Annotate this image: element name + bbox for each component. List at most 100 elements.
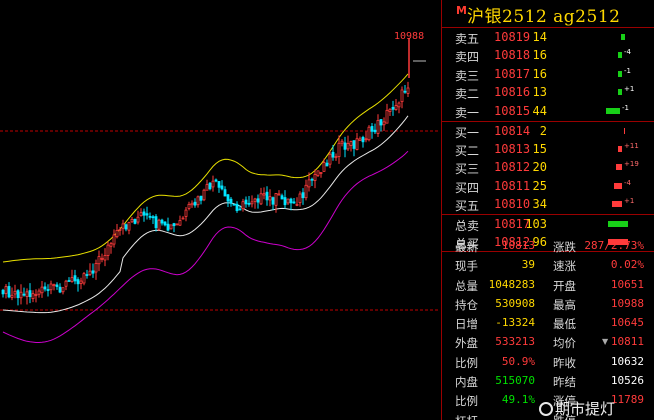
volume-bar bbox=[618, 145, 622, 152]
candle-body bbox=[193, 201, 197, 206]
candlestick-chart[interactable]: 10988 bbox=[0, 0, 440, 420]
stat-label: 比例 bbox=[455, 355, 478, 370]
candle-body bbox=[13, 290, 17, 295]
candle-body bbox=[370, 126, 374, 132]
chart-canvas[interactable] bbox=[0, 0, 440, 420]
candle-body bbox=[37, 290, 41, 295]
candle-body bbox=[7, 286, 11, 298]
candle-body bbox=[205, 184, 209, 191]
candle-body bbox=[1, 289, 5, 295]
stats-row: 杠杆 跌停 bbox=[442, 411, 654, 420]
bid-label: 买一 bbox=[455, 125, 480, 140]
candle-body bbox=[94, 263, 98, 273]
ask-price: 10816 bbox=[494, 85, 531, 100]
bid-label: 买二 bbox=[455, 143, 480, 158]
stat-value: 1048283 bbox=[488, 277, 535, 291]
ask-row[interactable]: 卖四 10818 16 -4 bbox=[442, 46, 654, 64]
candle-body bbox=[382, 121, 386, 126]
volume-change: +1 bbox=[624, 85, 635, 94]
candle-body bbox=[100, 257, 104, 260]
bid-row[interactable]: 买一 10814 2 bbox=[442, 122, 654, 140]
volume-change: -1 bbox=[622, 103, 629, 112]
bid-row[interactable]: 买五 10810 34 +1 bbox=[442, 195, 654, 213]
ask-row[interactable]: 卖一 10815 44 -1 bbox=[442, 102, 654, 121]
bid-volume: 20 bbox=[532, 160, 547, 175]
candle-body bbox=[112, 234, 116, 245]
ask-row[interactable]: 卖三 10817 16 -1 bbox=[442, 65, 654, 83]
candle-body bbox=[259, 193, 263, 205]
candle-body bbox=[43, 286, 47, 290]
stat-label: 均价 bbox=[553, 336, 576, 351]
bid-row[interactable]: 买二 10813 15 +11 bbox=[442, 140, 654, 158]
candle-body bbox=[184, 209, 188, 217]
candle-body bbox=[289, 198, 293, 204]
candle-body bbox=[250, 201, 254, 205]
candle-body bbox=[97, 256, 101, 265]
candle-body bbox=[337, 142, 341, 157]
candle-body bbox=[34, 294, 38, 296]
ask-volume: 16 bbox=[532, 66, 547, 81]
volume-bar bbox=[618, 89, 622, 96]
ask-price: 10818 bbox=[494, 48, 531, 63]
candle-body bbox=[310, 178, 314, 181]
bid-label: 买四 bbox=[455, 180, 480, 195]
stat-value: 533213 bbox=[495, 335, 535, 349]
ask-label: 卖五 bbox=[455, 32, 480, 46]
bid-label: 买三 bbox=[455, 162, 480, 177]
stat-label: 昨收 bbox=[553, 355, 576, 370]
candle-body bbox=[304, 184, 308, 199]
candle-body bbox=[214, 179, 218, 182]
candle-body bbox=[286, 198, 290, 204]
instrument-header: M 沪银2512 ag2512 bbox=[442, 0, 654, 28]
stat-label: 最新 bbox=[455, 240, 478, 254]
ask-price: 10819 bbox=[494, 30, 531, 44]
total-ask-row[interactable]: 总卖 10817 103 bbox=[442, 215, 654, 233]
stats-row: 最新 10813 涨跌 287/2.73% bbox=[442, 237, 654, 256]
stat-label: 外盘 bbox=[455, 336, 478, 351]
stat-value: 515070 bbox=[495, 374, 535, 388]
volume-bar bbox=[612, 201, 622, 208]
candle-body bbox=[355, 138, 359, 150]
candle-body bbox=[85, 274, 89, 276]
candle-body bbox=[223, 189, 227, 197]
stat-label: 开盘 bbox=[553, 278, 576, 293]
candle-body bbox=[346, 143, 350, 150]
ask-volume: 16 bbox=[532, 48, 547, 63]
bid-row[interactable]: 买四 10811 25 -4 bbox=[442, 177, 654, 195]
ask-volume: 44 bbox=[532, 103, 547, 118]
candle-body bbox=[121, 223, 125, 229]
candle-body bbox=[376, 119, 380, 134]
candle-body bbox=[73, 275, 77, 282]
bid-price: 10813 bbox=[494, 141, 531, 156]
candle-body bbox=[220, 185, 224, 190]
candle-body bbox=[238, 208, 242, 211]
stat-value: 530908 bbox=[495, 296, 535, 310]
total-bid-row[interactable]: 总买 10812 96 bbox=[442, 233, 654, 251]
candle-body bbox=[241, 201, 245, 210]
candle-body bbox=[208, 182, 212, 190]
instrument-title[interactable]: 沪银2512 ag2512 bbox=[467, 7, 621, 27]
candle-body bbox=[253, 198, 257, 202]
volume-change: +1 bbox=[624, 197, 635, 206]
candle-body bbox=[391, 106, 395, 110]
dropdown-caret-icon[interactable]: ▼ bbox=[602, 337, 609, 347]
watermark-text: 期市提灯 bbox=[555, 400, 616, 418]
ask-row[interactable]: 卖五 10819 14 bbox=[442, 28, 654, 46]
candle-body bbox=[178, 220, 182, 226]
candle-body bbox=[118, 228, 122, 231]
ask-price: 10817 bbox=[494, 66, 531, 81]
bid-row[interactable]: 买三 10812 20 +19 bbox=[442, 158, 654, 176]
stat-label: 内盘 bbox=[455, 375, 478, 390]
candle-body bbox=[181, 217, 185, 220]
ask-row[interactable]: 卖二 10816 13 +1 bbox=[442, 83, 654, 101]
candle-body bbox=[295, 203, 299, 206]
stat-label: 速涨 bbox=[553, 259, 576, 274]
candle-body bbox=[40, 286, 44, 294]
candle-body bbox=[82, 273, 86, 284]
candle-body bbox=[247, 202, 251, 205]
candle-body bbox=[157, 219, 161, 230]
candle-body bbox=[88, 270, 92, 275]
volume-bar bbox=[618, 52, 622, 59]
candle-body bbox=[235, 203, 239, 212]
candle-body bbox=[163, 221, 167, 226]
